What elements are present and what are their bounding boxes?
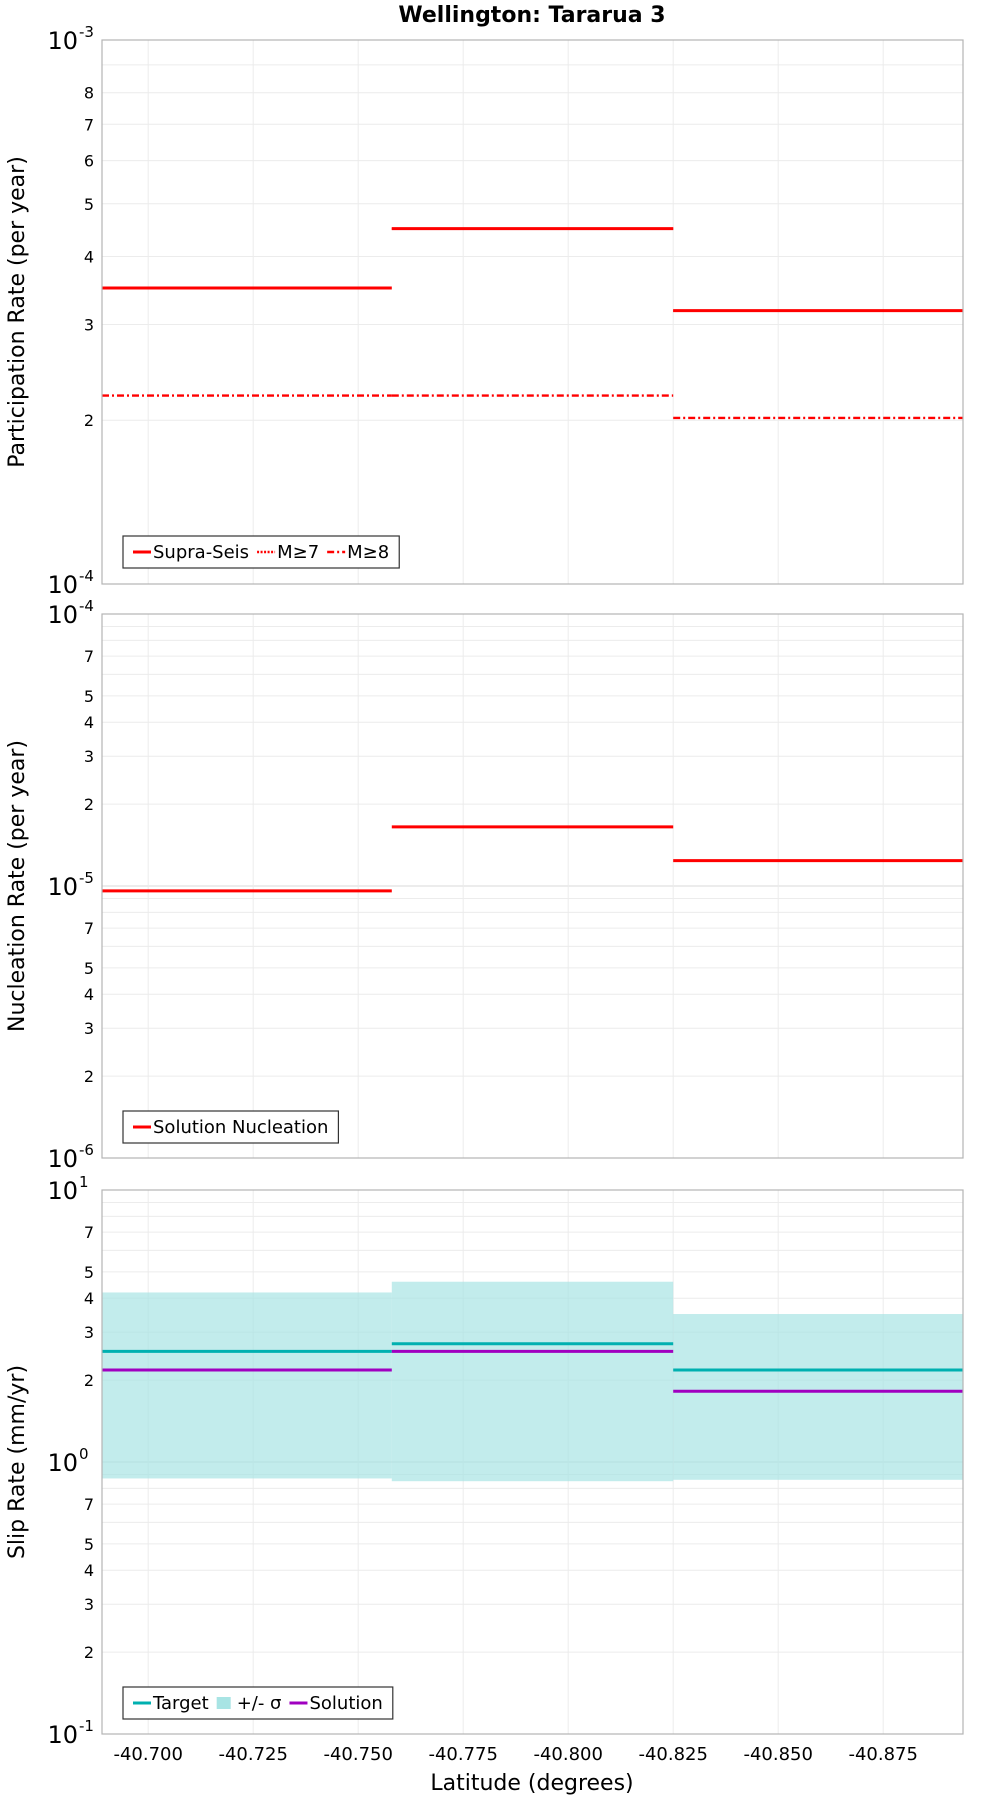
legend-label-m-7: M≥7	[277, 542, 319, 563]
y-decade-exponent: 1	[79, 1173, 89, 1191]
legend-slip: Target +/- σ Solution	[122, 1686, 394, 1720]
y-decade-base: 10	[47, 1721, 78, 1749]
y-decade-base: 10	[47, 601, 78, 629]
y-tick-label: 5	[84, 1535, 94, 1554]
y-decade-exponent: 0	[79, 1445, 89, 1463]
legend-box	[122, 1110, 340, 1144]
y-tick-label: 2	[84, 1643, 94, 1662]
y-tick-label: 3	[84, 315, 94, 334]
x-tick-label: -40.775	[428, 1744, 497, 1765]
y-decade-label: 10 -4	[47, 567, 94, 599]
x-tick-label: -40.800	[533, 1744, 602, 1765]
y-tick-label: 4	[84, 713, 94, 732]
x-tick-label: -40.850	[743, 1744, 812, 1765]
y-decade-label: 10 -6	[47, 1141, 94, 1173]
y-tick-label: 7	[84, 1223, 94, 1242]
y-tick-label: 5	[84, 1263, 94, 1282]
y-tick-label: 3	[84, 1019, 94, 1038]
x-tick-label: -40.700	[113, 1744, 182, 1765]
y-decade-exponent: -6	[79, 1141, 94, 1159]
sigma-band-segment	[391, 1281, 674, 1482]
y-decade-label: 10 -4	[47, 597, 94, 629]
y-decade-base: 10	[47, 27, 78, 55]
legend-nucleation: Solution Nucleation	[122, 1110, 340, 1144]
y-tick-label: 6	[84, 152, 94, 171]
sigma-band-segment	[102, 1292, 392, 1479]
y-tick-label: 7	[84, 1495, 94, 1514]
y-tick-label: 4	[84, 985, 94, 1004]
chart-title: Wellington: Tararua 3	[398, 3, 665, 28]
plot-border	[101, 613, 964, 1159]
y-tick-label: 7	[84, 919, 94, 938]
sigma-band-segment	[673, 1314, 963, 1480]
plot-border	[101, 1189, 964, 1735]
x-tick-label: -40.725	[218, 1744, 287, 1765]
y-decade-label: 10 1	[47, 1173, 88, 1205]
y-decade-exponent: -3	[79, 23, 94, 41]
y-axis-label: Slip Rate (mm/yr)	[5, 1365, 30, 1559]
y-tick-label: 3	[84, 1595, 94, 1614]
y-axis-label: Participation Rate (per year)	[5, 156, 30, 468]
y-tick-label: 8	[84, 84, 94, 103]
y-tick-label: 4	[84, 247, 94, 266]
y-decade-exponent: -4	[79, 567, 94, 585]
y-decade-base: 10	[47, 1449, 78, 1477]
legend-label-entry: +/- σ	[237, 1693, 282, 1714]
legend-label-target: Target	[152, 1693, 209, 1714]
legend-label-solution-nucleation: Solution Nucleation	[153, 1117, 328, 1138]
y-decade-exponent: -5	[79, 869, 94, 887]
plot-border	[101, 39, 964, 585]
y-decade-label: 10 -5	[47, 869, 94, 901]
y-tick-label: 3	[84, 1323, 94, 1342]
legend-label-m-8: M≥8	[347, 542, 389, 563]
y-decade-label: 10 -1	[47, 1717, 94, 1749]
y-tick-label: 2	[84, 1371, 94, 1390]
legend-label-solution: Solution	[309, 1693, 382, 1714]
legend-box	[122, 1686, 394, 1720]
y-tick-label: 5	[84, 195, 94, 214]
y-decade-base: 10	[47, 1145, 78, 1173]
y-decade-exponent: -1	[79, 1717, 94, 1735]
x-tick-label: -40.825	[638, 1744, 707, 1765]
y-axis-label: Nucleation Rate (per year)	[5, 740, 30, 1032]
legend-label-supra-seis: Supra-Seis	[153, 542, 249, 563]
y-tick-label: 7	[84, 115, 94, 134]
legend-swatch-band	[216, 1697, 231, 1709]
y-tick-label: 4	[84, 1289, 94, 1308]
y-tick-label: 7	[84, 647, 94, 666]
y-tick-label: 2	[84, 411, 94, 430]
x-axis-label: Latitude (degrees)	[430, 1771, 633, 1796]
x-tick-label: -40.875	[848, 1744, 917, 1765]
y-decade-base: 10	[47, 1177, 78, 1205]
y-tick-label: 5	[84, 687, 94, 706]
y-tick-label: 2	[84, 795, 94, 814]
y-decade-base: 10	[47, 571, 78, 599]
y-decade-label: 10 -3	[47, 23, 94, 55]
y-tick-label: 2	[84, 1067, 94, 1086]
y-tick-label: 3	[84, 747, 94, 766]
y-tick-label: 5	[84, 959, 94, 978]
y-decade-label: 10 0	[47, 1445, 88, 1477]
legend-participation: Supra-Seis M≥7 M≥8	[122, 535, 400, 569]
y-decade-base: 10	[47, 873, 78, 901]
y-decade-exponent: -4	[79, 597, 94, 615]
y-tick-label: 4	[84, 1561, 94, 1580]
x-tick-label: -40.750	[323, 1744, 392, 1765]
